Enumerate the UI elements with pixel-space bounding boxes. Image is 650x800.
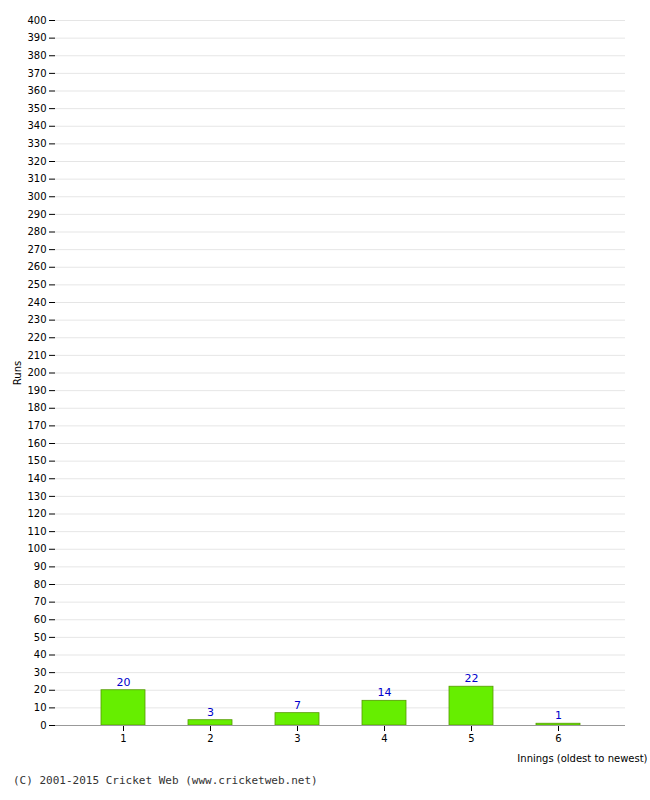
- svg-text:22: 22: [465, 672, 479, 685]
- svg-text:150: 150: [27, 455, 46, 466]
- svg-text:14: 14: [378, 686, 392, 699]
- svg-text:170: 170: [27, 420, 46, 431]
- svg-text:240: 240: [27, 297, 46, 308]
- svg-text:350: 350: [27, 103, 46, 114]
- svg-text:120: 120: [27, 508, 46, 519]
- svg-text:330: 330: [27, 138, 46, 149]
- svg-text:300: 300: [27, 191, 46, 202]
- svg-text:10: 10: [34, 702, 47, 713]
- svg-text:5: 5: [468, 733, 474, 744]
- svg-text:40: 40: [34, 649, 47, 660]
- svg-text:220: 220: [27, 332, 46, 343]
- svg-text:3: 3: [207, 706, 214, 719]
- svg-text:210: 210: [27, 350, 46, 361]
- svg-text:400: 400: [27, 15, 46, 26]
- svg-text:140: 140: [27, 473, 46, 484]
- svg-text:80: 80: [34, 579, 47, 590]
- svg-text:4: 4: [381, 733, 387, 744]
- svg-text:180: 180: [27, 402, 46, 413]
- svg-text:190: 190: [27, 385, 46, 396]
- svg-text:320: 320: [27, 156, 46, 167]
- svg-text:2: 2: [207, 733, 213, 744]
- svg-text:50: 50: [34, 632, 47, 643]
- svg-text:260: 260: [27, 261, 46, 272]
- svg-text:Innings (oldest to newest): Innings (oldest to newest): [517, 753, 647, 764]
- svg-text:1: 1: [120, 733, 126, 744]
- svg-text:340: 340: [27, 120, 46, 131]
- svg-text:290: 290: [27, 209, 46, 220]
- svg-text:280: 280: [27, 226, 46, 237]
- svg-text:3: 3: [294, 733, 300, 744]
- svg-text:7: 7: [294, 699, 301, 712]
- svg-text:60: 60: [34, 614, 47, 625]
- svg-text:6: 6: [555, 733, 561, 744]
- svg-text:20: 20: [34, 684, 47, 695]
- svg-text:110: 110: [27, 526, 46, 537]
- html-text:(C) 2001-2015 Cricket Web (www: (C) 2001-2015 Cricket Web (www.cricketwe…: [13, 774, 318, 787]
- svg-text:1: 1: [555, 709, 562, 722]
- svg-text:100: 100: [27, 543, 46, 554]
- svg-text:200: 200: [27, 367, 46, 378]
- svg-text:90: 90: [34, 561, 47, 572]
- svg-text:30: 30: [34, 667, 47, 678]
- svg-text:370: 370: [27, 68, 46, 79]
- svg-text:390: 390: [27, 32, 46, 43]
- svg-text:250: 250: [27, 279, 46, 290]
- svg-text:310: 310: [27, 173, 46, 184]
- svg-text:130: 130: [27, 491, 46, 502]
- svg-text:0: 0: [40, 720, 46, 731]
- svg-text:360: 360: [27, 85, 46, 96]
- svg-text:160: 160: [27, 438, 46, 449]
- svg-text:380: 380: [27, 50, 46, 61]
- svg-text:270: 270: [27, 244, 46, 255]
- svg-text:Runs: Runs: [12, 361, 23, 385]
- svg-text:70: 70: [34, 596, 47, 607]
- svg-text:20: 20: [117, 676, 131, 689]
- svg-text:230: 230: [27, 314, 46, 325]
